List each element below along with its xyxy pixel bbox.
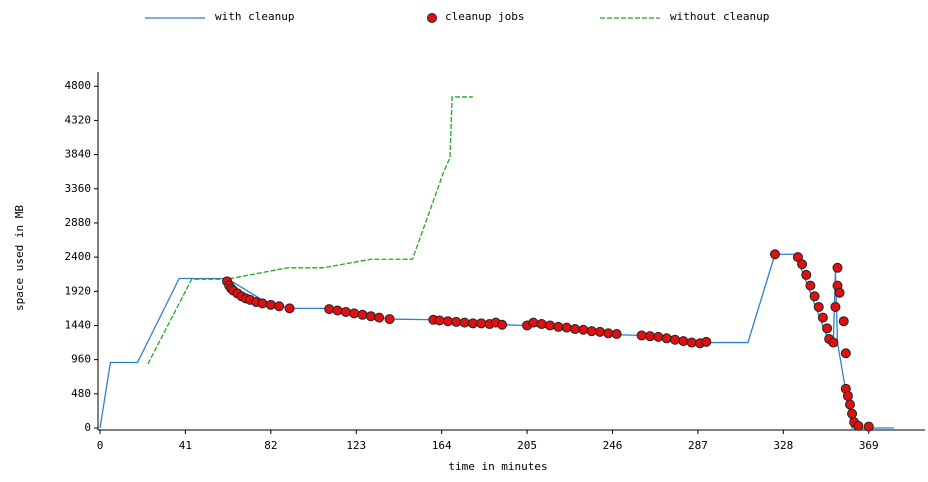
cleanup-point [813,301,824,312]
y-tick-label: 2400 [65,250,92,263]
cleanup-point [365,311,376,322]
cleanup-point [670,334,680,345]
cleanup-point [661,333,672,344]
x-tick-label: 164 [432,439,452,452]
y-tick-label: 3360 [65,182,92,195]
cleanup-point [678,336,689,347]
cleanup-point [830,301,841,312]
cleanup-point [384,314,395,325]
cleanup-point [770,249,780,260]
y-tick-label: 4320 [65,113,92,126]
legend-marker [427,13,437,23]
legend-label: without cleanup [670,10,769,23]
cleanup-point [274,301,285,312]
cleanup-point [476,318,487,329]
cleanup-point [805,280,816,291]
cleanup-point [853,420,864,431]
cleanup-point [603,328,614,339]
cleanup-point [545,320,555,331]
cleanup-point [834,287,845,298]
cleanup-point [636,330,647,341]
x-tick-label: 287 [688,439,708,452]
cleanup-point [611,329,622,340]
cleanup-point [340,306,351,317]
cleanup-point [847,408,858,419]
y-tick-label: 4800 [65,79,92,92]
y-tick-label: 960 [71,353,91,366]
cleanup-point [801,269,812,280]
cleanup-point [578,324,589,335]
legend-label: cleanup jobs [445,10,524,23]
cleanup-point [832,262,843,273]
cleanup-point [536,319,547,330]
y-axis-label: space used in MB [13,205,26,311]
cleanup-point [284,303,295,314]
cleanup-point [349,308,360,319]
cleanup-point [828,337,839,348]
cleanup-point [863,421,874,432]
cleanup-point [701,336,712,347]
y-tick-label: 0 [84,421,91,434]
cleanup-point [686,337,697,348]
cleanup-point [653,331,664,342]
cleanup-point [553,321,564,332]
cleanup-point [434,315,445,326]
cleanup-point [822,323,833,334]
x-tick-label: 246 [603,439,623,452]
cleanup-point [265,299,276,310]
x-tick-label: 82 [264,439,277,452]
cleanup-point [842,390,853,401]
x-tick-label: 41 [179,439,192,452]
y-tick-label: 1440 [65,318,92,331]
y-tick-label: 3840 [65,148,92,161]
cleanup-point [570,324,580,335]
x-tick-label: 328 [773,439,793,452]
x-tick-label: 205 [517,439,537,452]
cleanup-point [442,316,453,327]
cleanup-point [838,316,849,327]
cleanup-point [528,317,539,328]
series-line [99,253,894,429]
cleanup-point [561,322,572,333]
cleanup-point [645,331,655,342]
series-line [147,96,473,365]
x-tick-label: 0 [97,439,104,452]
cleanup-point [817,312,828,323]
cleanup-point [797,259,808,270]
cleanup-point [451,316,462,327]
x-axis-label: time in minutes [448,460,547,473]
legend-label: with cleanup [215,10,294,23]
x-tick-label: 123 [346,439,366,452]
y-tick-label: 1920 [65,284,92,297]
cleanup-point [357,309,368,320]
cleanup-point [374,312,385,323]
cleanup-point [332,305,343,316]
cleanup-point [840,348,851,359]
cleanup-point [324,304,335,315]
y-tick-label: 480 [71,387,91,400]
cleanup-point [497,319,508,330]
cleanup-point [845,399,855,410]
cleanup-point [257,298,268,309]
y-tick-label: 2880 [65,216,92,229]
cleanup-point [459,317,470,328]
cleanup-point [809,291,820,302]
x-tick-label: 369 [859,439,879,452]
cleanup-point [595,326,605,337]
cleanup-point [586,326,597,337]
cleanup-point [467,318,478,329]
